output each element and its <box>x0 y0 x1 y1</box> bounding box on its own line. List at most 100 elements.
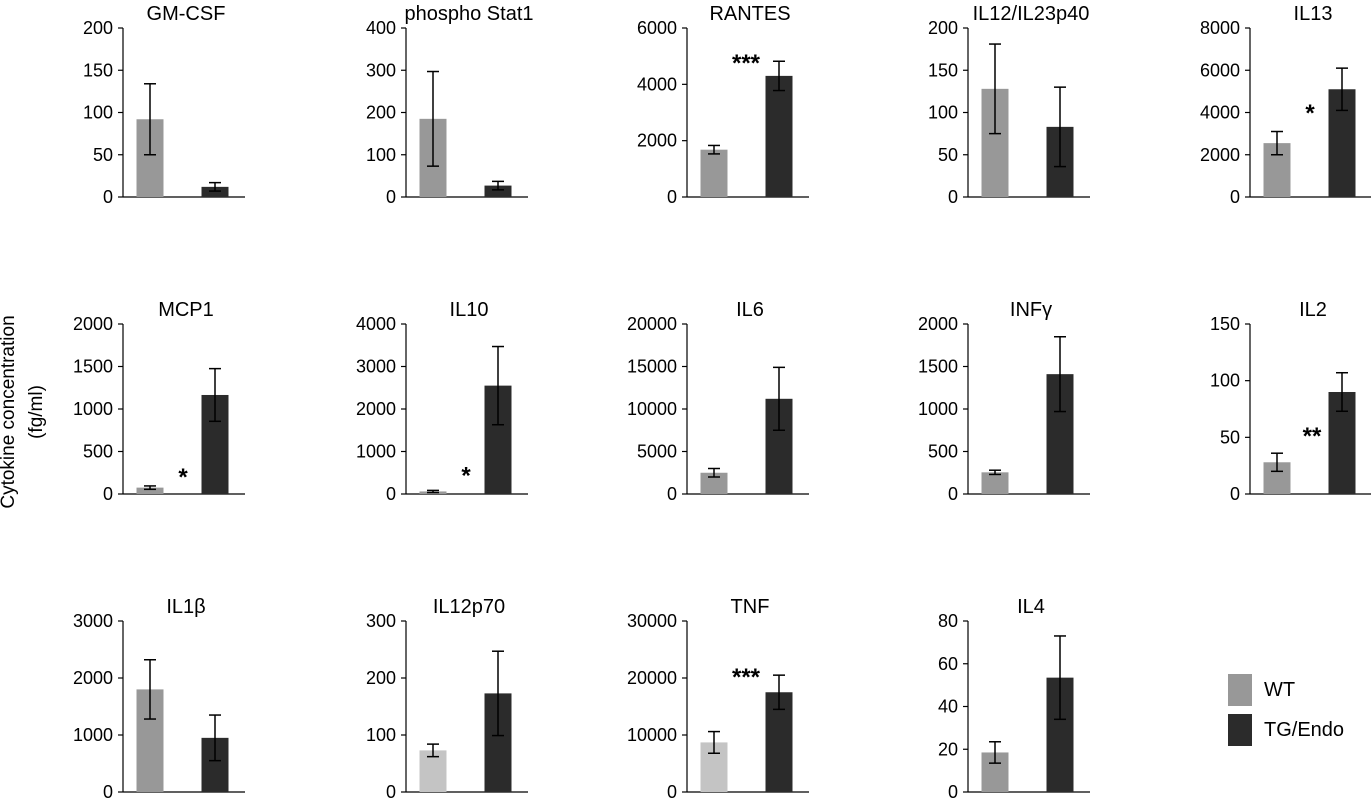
legend-swatch-wt <box>1228 674 1252 706</box>
legend: WT TG/Endo <box>1228 672 1368 752</box>
y-tick-label-phospho-stat1: 400 <box>366 18 396 38</box>
y-tick-label-il12-il23p40: 150 <box>928 60 958 80</box>
y-tick-label-il6: 5000 <box>637 442 677 462</box>
panel-title-il12p70: IL12p70 <box>433 596 505 618</box>
y-tick-label-gm-csf: 200 <box>83 18 113 38</box>
y-tick-label-inf: 0 <box>948 484 958 504</box>
y-tick-label-il12p70: 100 <box>366 725 396 745</box>
bar-wt-il6 <box>700 472 728 494</box>
y-tick-label-il10: 2000 <box>356 399 396 419</box>
y-tick-label-inf: 500 <box>928 442 958 462</box>
y-tick-label-inf: 1000 <box>918 399 958 419</box>
y-tick-label-il4: 60 <box>938 654 958 674</box>
panel-title-phospho-stat1: phospho Stat1 <box>405 3 534 25</box>
legend-label-wt: WT <box>1264 678 1296 701</box>
y-tick-label-il10: 4000 <box>356 314 396 334</box>
y-tick-label-il13: 6000 <box>1200 60 1240 80</box>
y-tick-label-il6: 15000 <box>627 357 677 377</box>
significance-marker-mcp1: * <box>178 464 188 491</box>
y-tick-label-il2: 150 <box>1210 314 1240 334</box>
y-tick-label-inf: 1500 <box>918 357 958 377</box>
y-tick-label-il2: 0 <box>1230 484 1240 504</box>
y-tick-label-il12-il23p40: 100 <box>928 103 958 123</box>
legend-item-tg-endo: TG/Endo <box>1228 712 1368 748</box>
y-tick-label-phospho-stat1: 200 <box>366 103 396 123</box>
y-tick-label-phospho-stat1: 100 <box>366 145 396 165</box>
bar-wt-inf <box>981 472 1009 494</box>
y-tick-label-il4: 0 <box>948 782 958 800</box>
panel-title-il6: IL6 <box>736 299 764 321</box>
y-tick-label-mcp1: 1000 <box>73 399 113 419</box>
y-tick-label-phospho-stat1: 0 <box>386 187 396 207</box>
y-axis-label-line2: (fg/ml) <box>26 385 47 439</box>
significance-marker-il2: ** <box>1303 423 1322 450</box>
y-tick-label-il1: 0 <box>103 782 113 800</box>
y-tick-label-il13: 8000 <box>1200 18 1240 38</box>
panel-title-il13: IL13 <box>1294 3 1333 25</box>
y-tick-label-mcp1: 2000 <box>73 314 113 334</box>
y-tick-label-mcp1: 0 <box>103 484 113 504</box>
y-tick-label-mcp1: 500 <box>83 442 113 462</box>
y-tick-label-il2: 100 <box>1210 371 1240 391</box>
panel-title-gm-csf: GM-CSF <box>147 3 226 25</box>
y-tick-label-il6: 20000 <box>627 314 677 334</box>
y-tick-label-il6: 0 <box>667 484 677 504</box>
significance-marker-rantes: *** <box>732 50 761 77</box>
y-tick-label-il13: 2000 <box>1200 145 1240 165</box>
y-tick-label-il12-il23p40: 200 <box>928 18 958 38</box>
y-tick-label-inf: 2000 <box>918 314 958 334</box>
y-tick-label-il2: 50 <box>1220 427 1240 447</box>
y-tick-label-rantes: 4000 <box>637 74 677 94</box>
y-tick-label-il12-il23p40: 0 <box>948 187 958 207</box>
y-tick-label-il13: 0 <box>1230 187 1240 207</box>
panel-title-inf: INFγ <box>1010 299 1052 321</box>
y-tick-label-il12-il23p40: 50 <box>938 145 958 165</box>
y-tick-label-il12p70: 200 <box>366 668 396 688</box>
y-tick-label-rantes: 6000 <box>637 18 677 38</box>
panel-title-tnf: TNF <box>731 596 770 618</box>
y-tick-label-il10: 3000 <box>356 357 396 377</box>
bar-tg-endo-rantes <box>765 75 793 197</box>
y-tick-label-il10: 0 <box>386 484 396 504</box>
significance-marker-il13: * <box>1305 100 1315 127</box>
y-tick-label-il6: 10000 <box>627 399 677 419</box>
legend-swatch-tg-endo <box>1228 714 1252 746</box>
y-tick-label-tnf: 0 <box>667 782 677 800</box>
panel-title-il4: IL4 <box>1017 596 1045 618</box>
panel-title-il12-il23p40: IL12/IL23p40 <box>973 3 1090 25</box>
panel-title-il2: IL2 <box>1299 299 1327 321</box>
y-tick-label-tnf: 20000 <box>627 668 677 688</box>
y-tick-label-mcp1: 1500 <box>73 357 113 377</box>
y-tick-label-gm-csf: 150 <box>83 60 113 80</box>
y-tick-label-tnf: 10000 <box>627 725 677 745</box>
y-tick-label-il4: 80 <box>938 611 958 631</box>
significance-marker-il10: * <box>461 463 471 490</box>
panel-title-il10: IL10 <box>450 299 489 321</box>
y-tick-label-gm-csf: 0 <box>103 187 113 207</box>
panel-title-rantes: RANTES <box>709 3 790 25</box>
y-tick-label-rantes: 2000 <box>637 131 677 151</box>
bar-wt-mcp1 <box>136 487 164 494</box>
y-tick-label-rantes: 0 <box>667 187 677 207</box>
bar-tg-endo-gm-csf <box>201 186 229 197</box>
y-tick-label-phospho-stat1: 300 <box>366 60 396 80</box>
y-tick-label-tnf: 30000 <box>627 611 677 631</box>
legend-label-tg-endo: TG/Endo <box>1264 718 1345 741</box>
y-tick-label-il13: 4000 <box>1200 103 1240 123</box>
y-tick-label-il12p70: 0 <box>386 782 396 800</box>
y-tick-label-il12p70: 300 <box>366 611 396 631</box>
y-tick-label-il4: 20 <box>938 739 958 759</box>
significance-marker-tnf: *** <box>732 664 761 691</box>
y-tick-label-il1: 3000 <box>73 611 113 631</box>
y-axis-label-line1: Cytokine concentration <box>0 315 19 508</box>
bar-wt-rantes <box>700 149 728 197</box>
panel-title-mcp1: MCP1 <box>158 299 214 321</box>
legend-item-wt: WT <box>1228 672 1368 708</box>
y-tick-label-il1: 1000 <box>73 725 113 745</box>
y-tick-label-il10: 1000 <box>356 442 396 462</box>
y-tick-label-gm-csf: 50 <box>93 145 113 165</box>
panel-title-il1: IL1β <box>166 596 205 618</box>
y-tick-label-il1: 2000 <box>73 668 113 688</box>
bar-tg-endo-phospho-stat1 <box>484 185 512 197</box>
